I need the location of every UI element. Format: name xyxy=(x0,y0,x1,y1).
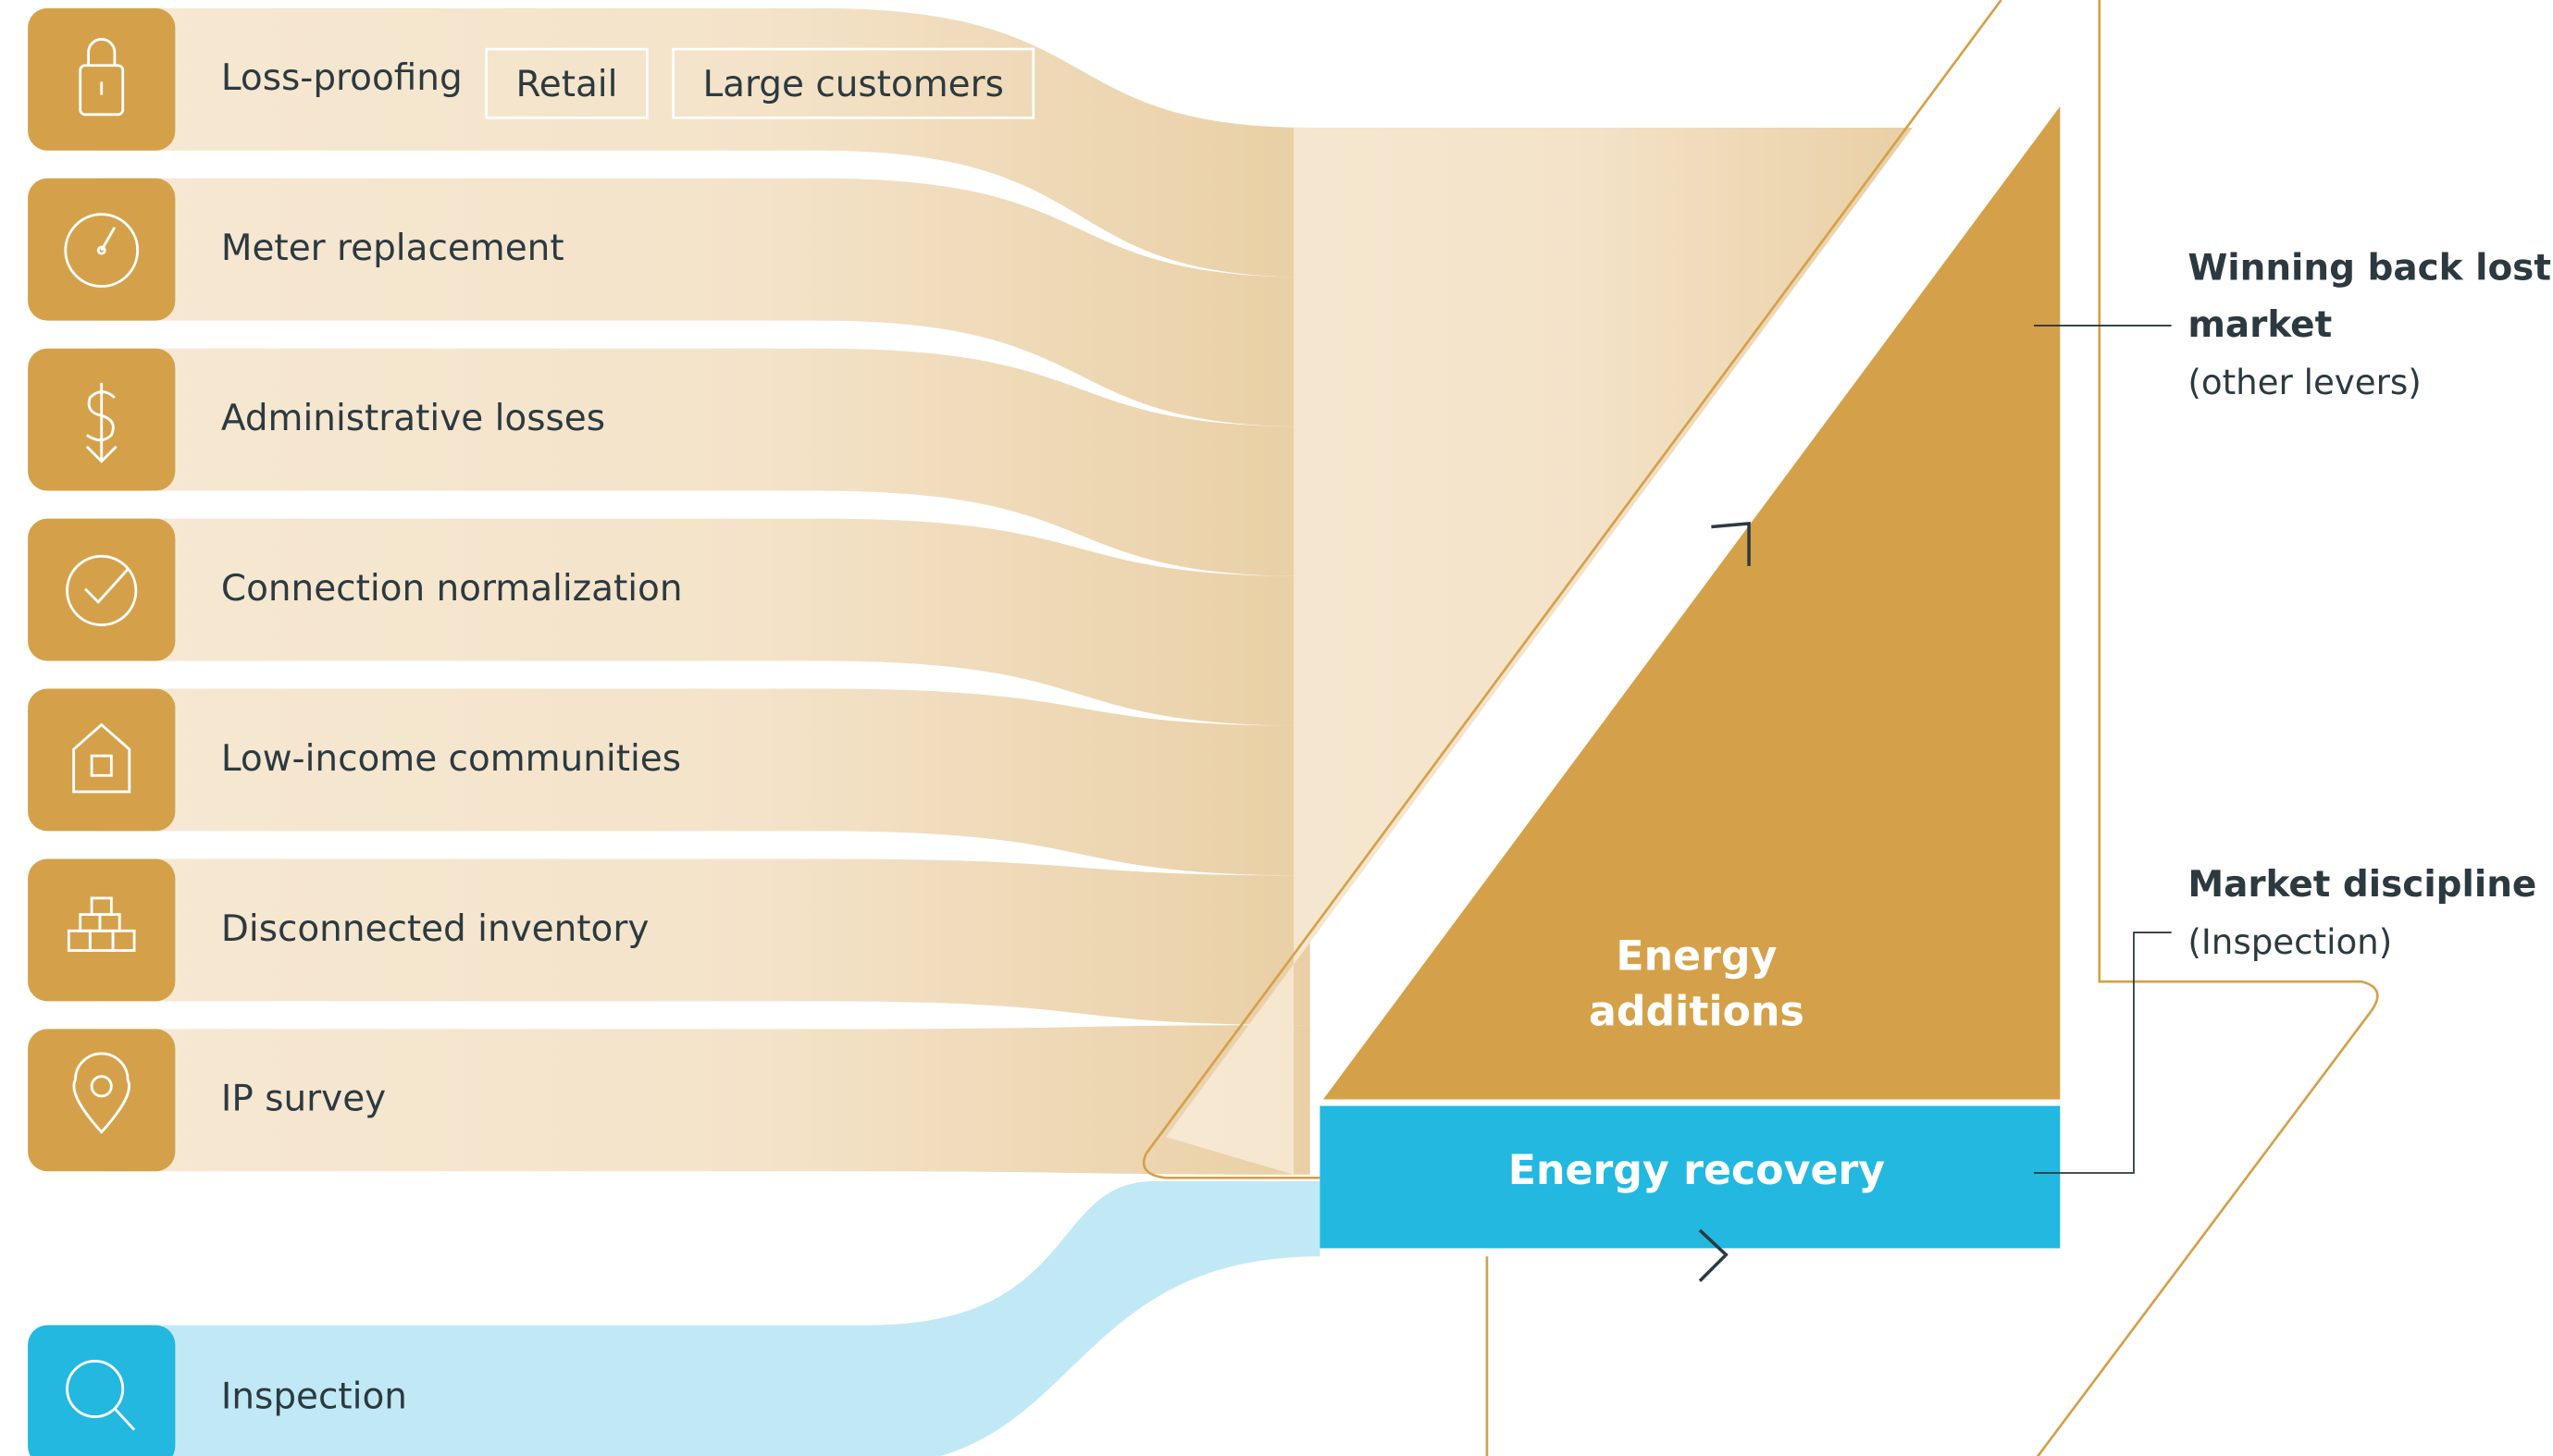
pin-icon xyxy=(72,1052,130,1134)
inspection-flow xyxy=(163,1180,1320,1456)
lever-label: Meter replacement xyxy=(221,228,564,269)
flow-bands xyxy=(98,7,1310,1175)
icon-box xyxy=(28,688,176,832)
icons xyxy=(64,38,140,1431)
lever-label: Inspection xyxy=(221,1376,407,1418)
outline xyxy=(1142,0,2002,1179)
outcome-title: Winning back lost xyxy=(2187,247,2551,289)
lever-label: Connection normalization xyxy=(221,568,683,610)
flow-band xyxy=(98,858,1310,1026)
icon-box xyxy=(28,1325,176,1456)
tag-box xyxy=(672,47,1035,119)
flow-band xyxy=(98,178,1310,427)
lever-label: Loss-proofing xyxy=(221,57,463,99)
boxes-icon xyxy=(67,896,136,952)
chevron xyxy=(1698,1228,1729,1283)
block-label: additions xyxy=(1589,989,1804,1036)
lever-label: Low-income communities xyxy=(221,738,681,780)
outline xyxy=(2036,0,2379,1456)
tag-label: Retail xyxy=(515,64,617,105)
lever-label: Administrative losses xyxy=(221,398,605,439)
outcome-title: Market discipline xyxy=(2187,864,2536,906)
lock-icon xyxy=(79,38,125,117)
flow-band xyxy=(98,518,1310,726)
check-icon xyxy=(66,554,138,626)
lever-label: IP survey xyxy=(221,1079,386,1120)
outcome-note: (other levers) xyxy=(2187,363,2421,402)
icon-box xyxy=(28,518,176,661)
house-icon xyxy=(72,722,131,794)
lever-boxes: Loss-proofing Retail Large customers Meter … xyxy=(28,7,1035,1456)
flow-band xyxy=(98,688,1310,876)
tag-box xyxy=(485,47,649,119)
icon-box xyxy=(28,1029,176,1172)
block-label: Energy recovery xyxy=(1508,1147,1886,1194)
flow-band xyxy=(98,1025,1310,1175)
outcome-title: market xyxy=(2187,304,2332,346)
connector xyxy=(2033,932,2172,1174)
block-label: Energy xyxy=(1616,932,1777,980)
flow-band xyxy=(98,7,1310,278)
search-icon xyxy=(66,1360,136,1431)
tag-label: Large customers xyxy=(702,64,1003,105)
chevron xyxy=(1711,522,1751,566)
lever-label: Disconnected inventory xyxy=(221,908,649,950)
meter-icon xyxy=(64,213,140,288)
flow-band xyxy=(98,348,1310,577)
recovery-block xyxy=(1320,1105,2061,1249)
additions-block xyxy=(1322,105,2061,1100)
dollar-icon xyxy=(85,382,118,463)
icon-box xyxy=(28,7,176,151)
merge-area xyxy=(1166,127,1914,1175)
outcome-note: (Inspection) xyxy=(2187,922,2392,962)
